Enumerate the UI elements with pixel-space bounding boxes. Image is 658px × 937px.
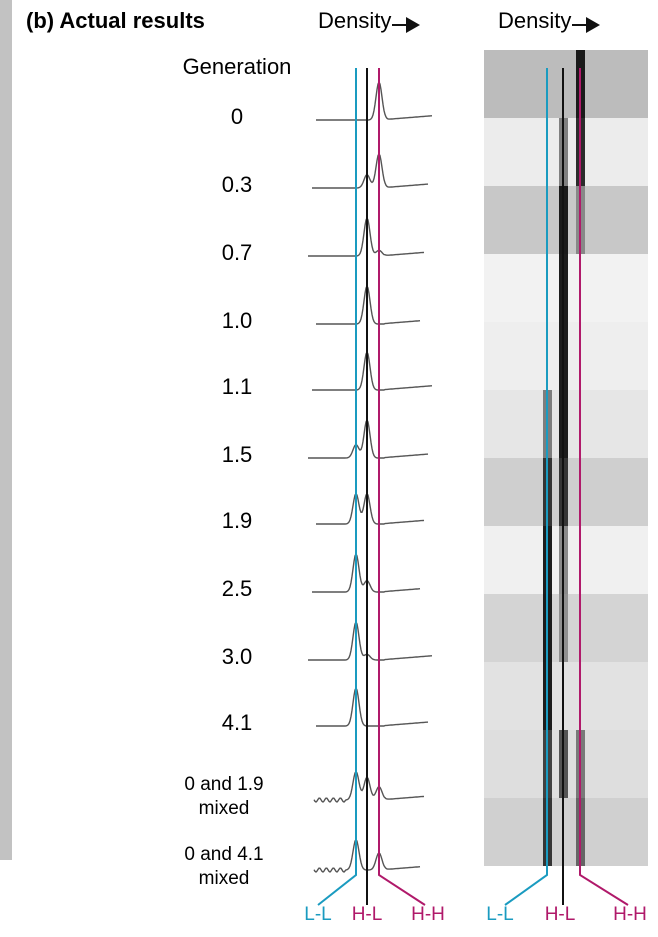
density-trace — [313, 770, 425, 803]
density-trace — [316, 492, 425, 525]
gel-lane — [484, 662, 648, 730]
density-traces — [308, 68, 432, 906]
band-label: H-H — [411, 904, 445, 925]
generation-label: 1.0 — [222, 308, 253, 333]
generation-label: 0 — [231, 104, 243, 129]
gel-lane — [484, 118, 648, 186]
gel-lane — [484, 50, 648, 118]
density-trace — [312, 350, 432, 391]
generation-heading: Generation — [183, 54, 292, 79]
band-label: L-L — [304, 904, 331, 925]
generation-label: 1.9 — [222, 508, 253, 533]
density-trace — [316, 686, 429, 727]
generation-label: 2.5 — [222, 576, 253, 601]
gel-lane — [484, 594, 648, 662]
gel-lane — [484, 526, 648, 594]
panel-title: (b) Actual results — [26, 8, 205, 33]
reference-line — [579, 68, 629, 906]
generation-label: 1.1 — [222, 374, 253, 399]
gel-image — [484, 50, 648, 906]
generation-label: 1.5 — [222, 442, 253, 467]
density-label: Density — [498, 8, 571, 33]
band-label: H-H — [613, 904, 647, 925]
density-trace — [316, 80, 432, 121]
band-label: L-L — [486, 904, 513, 925]
band-label: H-L — [545, 904, 576, 925]
density-label: Density — [318, 8, 391, 33]
mixed-label: 0 and 4.1 — [184, 844, 263, 865]
edge-strip — [0, 0, 12, 860]
mixed-label: mixed — [199, 868, 250, 889]
gel-lane — [484, 798, 648, 866]
generation-label: 3.0 — [222, 644, 253, 669]
density-trace — [308, 620, 432, 661]
reference-line — [504, 68, 548, 906]
density-trace — [312, 152, 429, 189]
generation-label: 0.7 — [222, 240, 253, 265]
band-label: H-L — [352, 904, 383, 925]
reference-line — [317, 68, 357, 906]
generation-label: 0.3 — [222, 172, 253, 197]
reference-line — [378, 68, 426, 906]
generation-labels: 0 0.3 0.7 1.0 1.1 1.5 1.9 2.5 3.0 4.1 0 and 1.9 mix… — [184, 104, 263, 889]
mixed-label: 0 and 1.9 — [184, 774, 263, 795]
mixed-label: mixed — [199, 798, 250, 819]
generation-label: 4.1 — [222, 710, 253, 735]
